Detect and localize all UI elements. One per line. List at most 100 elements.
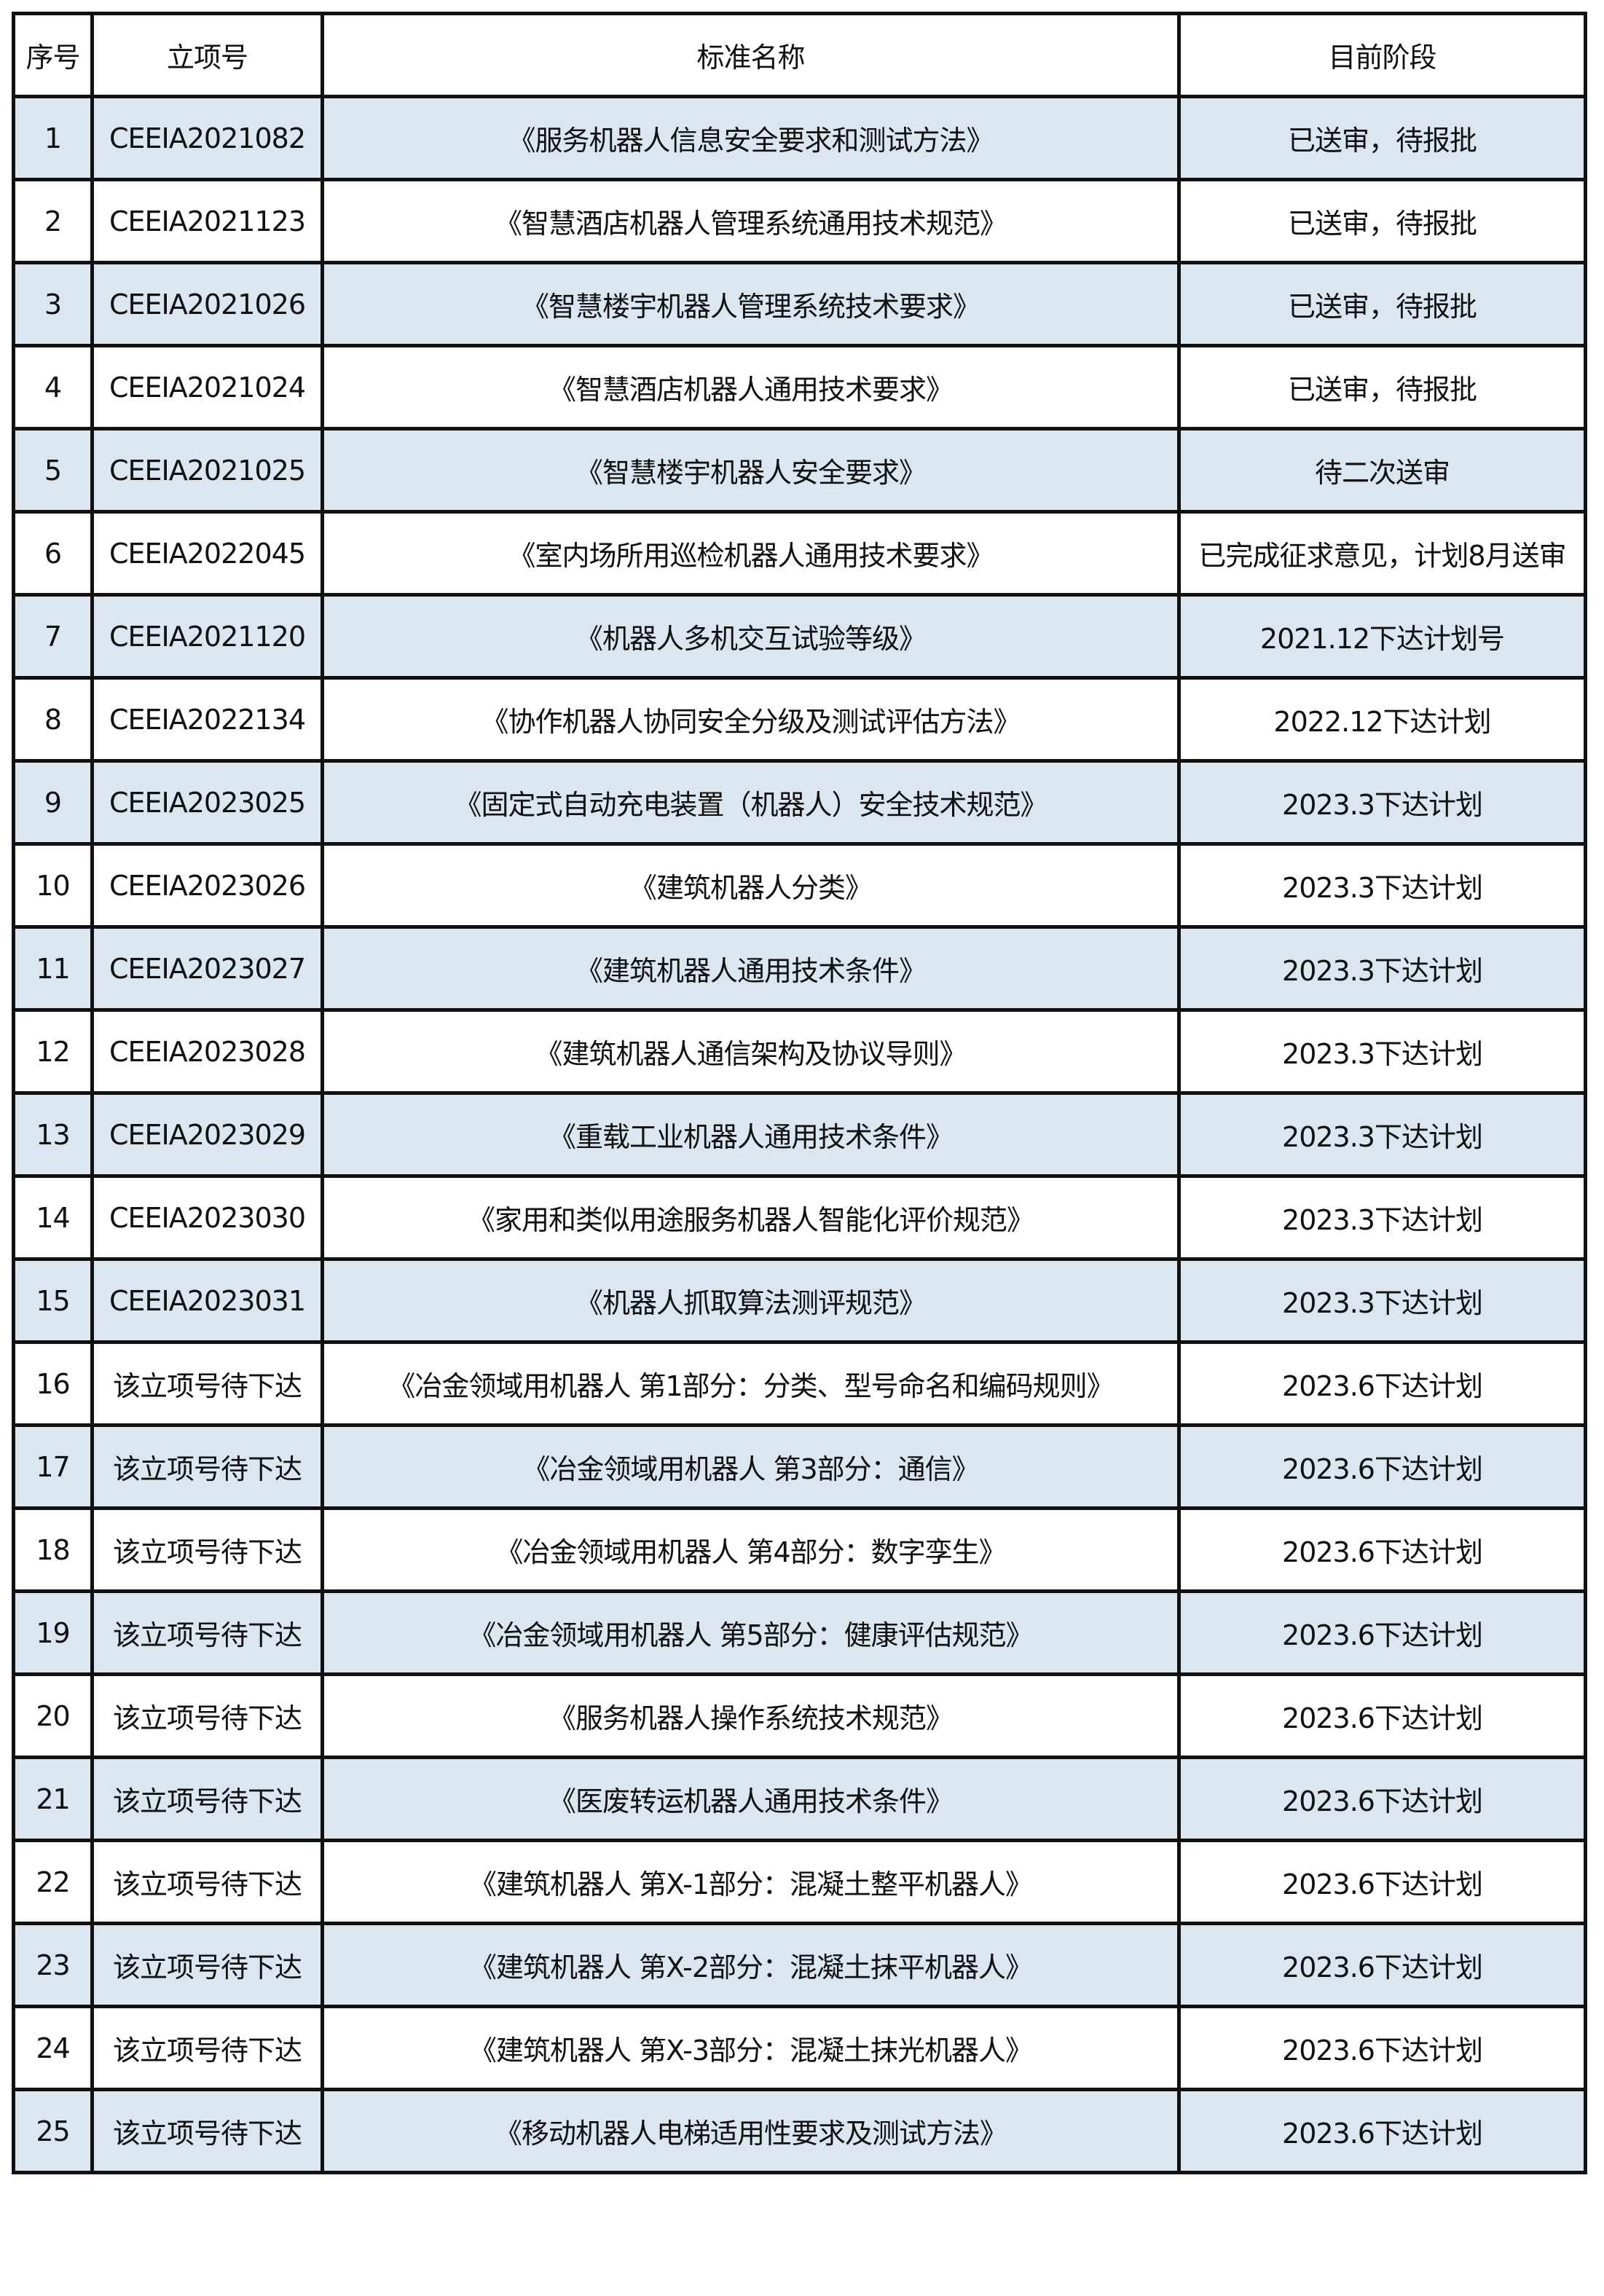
- cell-standard-name: 《建筑机器人 第X-3部分：混凝土抹光机器人》: [321, 2005, 1181, 2091]
- cell-current-stage: 2023.6下达计划: [1177, 2005, 1587, 2091]
- cell-project-number: 该立项号待下达: [90, 1340, 324, 1427]
- table-row: 15 CEEIA2023031 《机器人抓取算法测评规范》 2023.3下达计划: [12, 1257, 1587, 1344]
- cell-index: 13: [12, 1091, 94, 1178]
- cell-standard-name: 《机器人抓取算法测评规范》: [321, 1257, 1181, 1344]
- cell-project-number: 该立项号待下达: [90, 1839, 324, 1925]
- cell-current-stage: 2022.12下达计划: [1177, 676, 1587, 763]
- cell-project-number: 该立项号待下达: [90, 1672, 324, 1759]
- table-row: 11 CEEIA2023027 《建筑机器人通用技术条件》 2023.3下达计划: [12, 925, 1587, 1012]
- cell-current-stage: 2023.3下达计划: [1177, 759, 1587, 846]
- header-project-number: 立项号: [90, 12, 324, 98]
- cell-current-stage: 2023.3下达计划: [1177, 1174, 1587, 1261]
- cell-project-number: 该立项号待下达: [90, 1506, 324, 1593]
- cell-index: 22: [12, 1839, 94, 1925]
- cell-project-number: CEEIA2021025: [90, 427, 324, 514]
- cell-standard-name: 《协作机器人协同安全分级及测试评估方法》: [321, 676, 1181, 763]
- cell-current-stage: 2023.6下达计划: [1177, 1340, 1587, 1427]
- cell-index: 15: [12, 1257, 94, 1344]
- table-row: 1 CEEIA2021082 《服务机器人信息安全要求和测试方法》 已送审，待报批: [12, 95, 1587, 181]
- cell-index: 2: [12, 178, 94, 264]
- cell-current-stage: 待二次送审: [1177, 427, 1587, 514]
- table-row: 8 CEEIA2022134 《协作机器人协同安全分级及测试评估方法》 2022.12…: [12, 676, 1587, 763]
- table-row: 24 该立项号待下达 《建筑机器人 第X-3部分：混凝土抹光机器人》 2023.6下达…: [12, 2005, 1587, 2091]
- cell-standard-name: 《机器人多机交互试验等级》: [321, 593, 1181, 680]
- cell-index: 25: [12, 2088, 94, 2174]
- cell-project-number: 该立项号待下达: [90, 1589, 324, 1676]
- cell-current-stage: 2023.3下达计划: [1177, 1091, 1587, 1178]
- cell-current-stage: 已送审，待报批: [1177, 95, 1587, 181]
- table-row: 16 该立项号待下达 《冶金领域用机器人 第1部分：分类、型号命名和编码规则》 202…: [12, 1340, 1587, 1427]
- cell-current-stage: 已送审，待报批: [1177, 178, 1587, 264]
- table-row: 21 该立项号待下达 《医废转运机器人通用技术条件》 2023.6下达计划: [12, 1756, 1587, 1842]
- cell-project-number: CEEIA2021120: [90, 593, 324, 680]
- table-row: 18 该立项号待下达 《冶金领域用机器人 第4部分：数字孪生》 2023.6下达计划: [12, 1506, 1587, 1593]
- cell-standard-name: 《移动机器人电梯适用性要求及测试方法》: [321, 2088, 1181, 2174]
- cell-standard-name: 《智慧楼宇机器人安全要求》: [321, 427, 1181, 514]
- cell-standard-name: 《建筑机器人通用技术条件》: [321, 925, 1181, 1012]
- table-row: 14 CEEIA2023030 《家用和类似用途服务机器人智能化评价规范》 2023.…: [12, 1174, 1587, 1261]
- table-row: 6 CEEIA2022045 《室内场所用巡检机器人通用技术要求》 已完成征求意见，计…: [12, 510, 1587, 597]
- cell-index: 16: [12, 1340, 94, 1427]
- cell-index: 10: [12, 842, 94, 929]
- cell-index: 18: [12, 1506, 94, 1593]
- cell-project-number: CEEIA2023025: [90, 759, 324, 846]
- cell-current-stage: 2023.6下达计划: [1177, 1672, 1587, 1759]
- cell-index: 12: [12, 1008, 94, 1095]
- cell-project-number: 该立项号待下达: [90, 1756, 324, 1842]
- table-row: 9 CEEIA2023025 《固定式自动充电装置（机器人）安全技术规范》 2023.…: [12, 759, 1587, 846]
- cell-standard-name: 《重载工业机器人通用技术条件》: [321, 1091, 1181, 1178]
- header-standard-name: 标准名称: [321, 12, 1181, 98]
- table-row: 5 CEEIA2021025 《智慧楼宇机器人安全要求》 待二次送审: [12, 427, 1587, 514]
- table-row: 7 CEEIA2021120 《机器人多机交互试验等级》 2021.12下达计划号: [12, 593, 1587, 680]
- cell-current-stage: 2023.3下达计划: [1177, 1257, 1587, 1344]
- cell-project-number: CEEIA2023028: [90, 1008, 324, 1095]
- table-row: 10 CEEIA2023026 《建筑机器人分类》 2023.3下达计划: [12, 842, 1587, 929]
- table-row: 4 CEEIA2021024 《智慧酒店机器人通用技术要求》 已送审，待报批: [12, 344, 1587, 430]
- cell-project-number: CEEIA2021024: [90, 344, 324, 430]
- cell-index: 24: [12, 2005, 94, 2091]
- cell-standard-name: 《智慧楼宇机器人管理系统技术要求》: [321, 261, 1181, 347]
- cell-project-number: 该立项号待下达: [90, 1922, 324, 2008]
- cell-project-number: 该立项号待下达: [90, 1423, 324, 1510]
- cell-project-number: CEEIA2023031: [90, 1257, 324, 1344]
- table-row: 22 该立项号待下达 《建筑机器人 第X-1部分：混凝土整平机器人》 2023.6下达…: [12, 1839, 1587, 1925]
- cell-index: 8: [12, 676, 94, 763]
- cell-standard-name: 《家用和类似用途服务机器人智能化评价规范》: [321, 1174, 1181, 1261]
- cell-index: 23: [12, 1922, 94, 2008]
- cell-current-stage: 2021.12下达计划号: [1177, 593, 1587, 680]
- table-row: 17 该立项号待下达 《冶金领域用机器人 第3部分：通信》 2023.6下达计划: [12, 1423, 1587, 1510]
- cell-project-number: 该立项号待下达: [90, 2005, 324, 2091]
- cell-current-stage: 2023.6下达计划: [1177, 1506, 1587, 1593]
- cell-standard-name: 《建筑机器人 第X-1部分：混凝土整平机器人》: [321, 1839, 1181, 1925]
- cell-project-number: CEEIA2023029: [90, 1091, 324, 1178]
- cell-index: 20: [12, 1672, 94, 1759]
- cell-standard-name: 《建筑机器人通信架构及协议导则》: [321, 1008, 1181, 1095]
- cell-project-number: CEEIA2022045: [90, 510, 324, 597]
- cell-index: 11: [12, 925, 94, 1012]
- cell-index: 21: [12, 1756, 94, 1842]
- cell-project-number: CEEIA2023030: [90, 1174, 324, 1261]
- cell-current-stage: 2023.6下达计划: [1177, 1756, 1587, 1842]
- header-current-stage: 目前阶段: [1177, 12, 1587, 98]
- cell-current-stage: 已送审，待报批: [1177, 261, 1587, 347]
- table-row: 2 CEEIA2021123 《智慧酒店机器人管理系统通用技术规范》 已送审，待报批: [12, 178, 1587, 264]
- cell-index: 4: [12, 344, 94, 430]
- cell-project-number: CEEIA2021123: [90, 178, 324, 264]
- cell-current-stage: 2023.6下达计划: [1177, 1589, 1587, 1676]
- cell-standard-name: 《冶金领域用机器人 第3部分：通信》: [321, 1423, 1181, 1510]
- header-index: 序号: [12, 12, 94, 98]
- cell-index: 5: [12, 427, 94, 514]
- table-row: 25 该立项号待下达 《移动机器人电梯适用性要求及测试方法》 2023.6下达计划: [12, 2088, 1587, 2174]
- table-row: 12 CEEIA2023028 《建筑机器人通信架构及协议导则》 2023.3下达计划: [12, 1008, 1587, 1095]
- cell-standard-name: 《冶金领域用机器人 第4部分：数字孪生》: [321, 1506, 1181, 1593]
- cell-current-stage: 2023.6下达计划: [1177, 1922, 1587, 2008]
- cell-current-stage: 2023.3下达计划: [1177, 1008, 1587, 1095]
- table-row: 19 该立项号待下达 《冶金领域用机器人 第5部分：健康评估规范》 2023.6下达计…: [12, 1589, 1587, 1676]
- cell-project-number: CEEIA2022134: [90, 676, 324, 763]
- cell-index: 14: [12, 1174, 94, 1261]
- cell-current-stage: 已完成征求意见，计划8月送审: [1177, 510, 1587, 597]
- table-body: 1 CEEIA2021082 《服务机器人信息安全要求和测试方法》 已送审，待报批 2 C…: [12, 95, 1587, 2174]
- table-row: 13 CEEIA2023029 《重载工业机器人通用技术条件》 2023.3下达计划: [12, 1091, 1587, 1178]
- cell-index: 19: [12, 1589, 94, 1676]
- cell-standard-name: 《建筑机器人分类》: [321, 842, 1181, 929]
